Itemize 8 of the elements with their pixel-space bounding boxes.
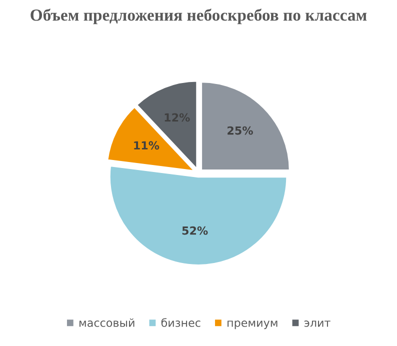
legend-label: бизнес [161, 318, 200, 327]
legend-label: элит [304, 320, 330, 327]
data-label: 25% [228, 126, 253, 135]
legend-label: массовый [80, 318, 134, 327]
data-label: 11% [134, 141, 160, 150]
legend-label: премиум [228, 320, 278, 330]
chart-title: Объем предложения небоскребов по классам [30, 8, 367, 24]
data-label: 52% [182, 226, 208, 235]
